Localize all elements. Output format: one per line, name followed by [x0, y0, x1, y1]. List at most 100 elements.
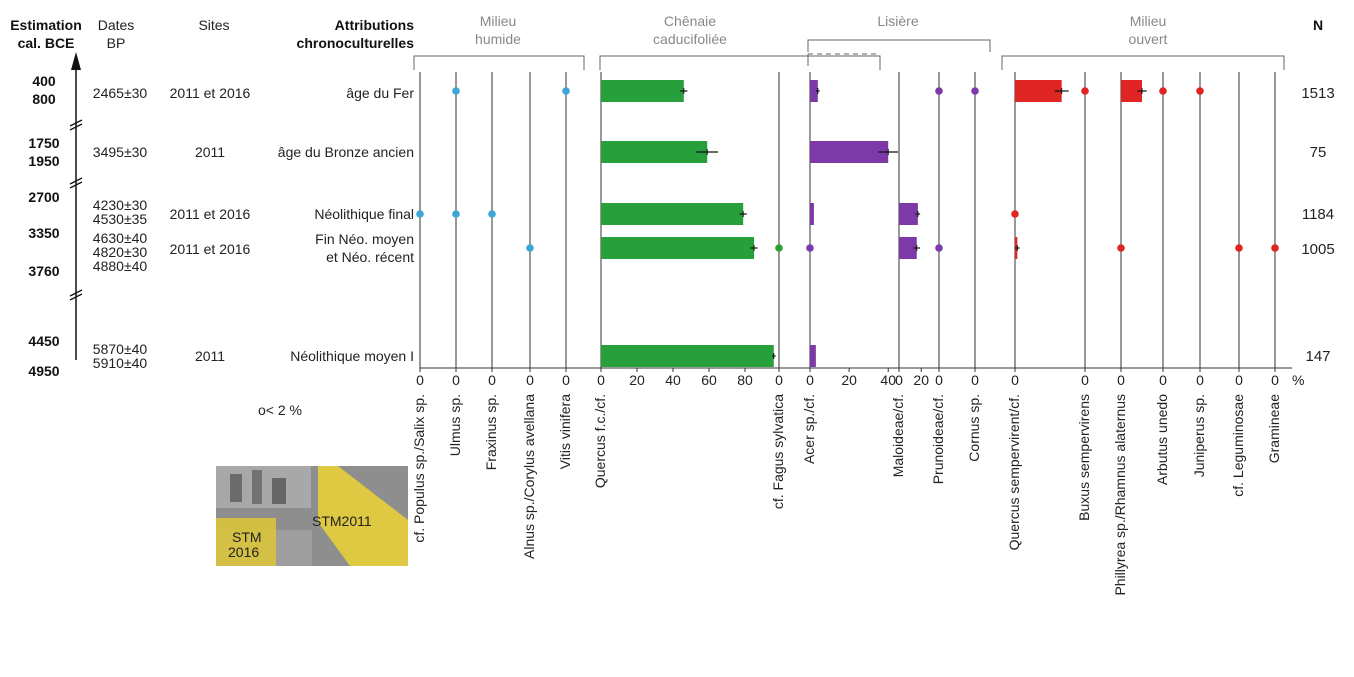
data-point: [935, 244, 943, 252]
photo-label-2011: STM2011: [312, 513, 372, 529]
tick-label: 20: [841, 372, 857, 388]
group-chenaie-line-2: caducifoliée: [653, 31, 727, 47]
tick-label: 40: [665, 372, 681, 388]
data-point: [526, 244, 534, 252]
taxon-label: Acer sp./cf.: [801, 394, 817, 464]
header-estimation-2: cal. BCE: [18, 35, 75, 51]
group-chenaie-line-1: Chênaie: [664, 13, 716, 29]
data-bar: [601, 345, 774, 367]
photo-wall: [230, 474, 242, 502]
row-n: 147: [1305, 348, 1330, 365]
taxon-label: Quercus f.c./cf.: [592, 394, 608, 488]
taxon-label: Quercus sempervirent/cf.: [1006, 394, 1022, 550]
data-point: [562, 87, 570, 95]
age-4950: 4950: [28, 363, 59, 379]
data-point: [971, 87, 979, 95]
data-bar: [899, 237, 917, 259]
header-estimation-1: Estimation: [10, 17, 82, 33]
header-attributions-2: chronoculturelles: [297, 35, 415, 51]
header-sites: Sites: [198, 17, 229, 33]
bracket-chenaie: [599, 55, 881, 70]
axis-break-3: [69, 289, 83, 301]
axis-break-2: [69, 177, 83, 189]
photo-zone-2016: [216, 518, 276, 566]
data-bar: [810, 80, 818, 102]
taxon-label: Buxus sempervirens: [1076, 394, 1092, 521]
taxon-label: Juniperus sp.: [1191, 394, 1207, 477]
taxon-label: Prunoideae/cf.: [930, 394, 946, 484]
taxon-label: Ulmus sp.: [447, 394, 463, 456]
photo-wall: [272, 478, 286, 504]
age-400: 400: [32, 73, 56, 89]
data-bar: [601, 203, 744, 225]
data-bar: [601, 237, 754, 259]
tick-label: 40: [880, 372, 896, 388]
age-2700: 2700: [28, 189, 59, 205]
tick-label: 0: [562, 372, 570, 388]
row-dates: 4230±30: [93, 197, 148, 213]
row-dates: 4880±40: [93, 258, 148, 274]
age-1750: 1750: [28, 135, 59, 151]
data-point: [1117, 244, 1125, 252]
data-point: [1235, 244, 1243, 252]
data-point: [452, 87, 460, 95]
time-axis: 400 800 1750 1950 2700 3350 3760 4450 49…: [28, 52, 83, 379]
taxon-label: Cornus sp.: [966, 394, 982, 462]
photo-zone-2011: [318, 466, 408, 566]
tick-label: 0: [1271, 372, 1279, 388]
tick-label: 0: [597, 372, 605, 388]
data-point: [806, 244, 814, 252]
bracket-ouvert: [1001, 55, 1285, 70]
row-attribution: et Néo. récent: [326, 249, 414, 265]
data-point: [775, 244, 783, 252]
chart-marks: 0 cf. Populus sp./Salix sp. 0 Ulmus sp. 0 Fra…: [411, 72, 1304, 596]
bracket-humide: [413, 55, 585, 70]
row-dates: 2465±30: [93, 85, 148, 101]
group-headers: Milieu humide Chênaie caducifoliée Lisiè…: [413, 13, 1285, 70]
site-photo: STM2011 STM 2016: [216, 466, 408, 566]
photo-label-2016-b: 2016: [228, 544, 259, 560]
row-sites: 2011: [195, 144, 225, 160]
age-3760: 3760: [28, 263, 59, 279]
bracket-lisiere: [807, 39, 991, 52]
row-dates: 4820±30: [93, 244, 148, 260]
taxon-label: Gramineae: [1266, 394, 1282, 463]
tick-label: 0: [488, 372, 496, 388]
taxon-label: Arbutus unedo: [1154, 394, 1170, 485]
unit-label: %: [1292, 372, 1304, 388]
row-n: 1184: [1302, 206, 1334, 223]
column-headers: Estimation cal. BCE Dates BP Sites Attri…: [10, 17, 1323, 51]
tick-label: 0: [775, 372, 783, 388]
taxon-label: Vitis vinifera: [557, 394, 573, 469]
tick-label: 0: [452, 372, 460, 388]
row-attribution: Néolithique final: [314, 206, 414, 222]
data-point: [935, 87, 943, 95]
header-dates-1: Dates: [98, 17, 135, 33]
row-dates: 4530±35: [93, 211, 148, 227]
data-bar: [810, 203, 814, 225]
header-dates-2: BP: [107, 35, 126, 51]
photo-label-2016-a: STM: [232, 529, 262, 545]
axis-break-1: [69, 119, 83, 131]
data-point: [1196, 87, 1204, 95]
row-sites: 2011 et 2016: [170, 206, 251, 222]
data-bar: [1121, 80, 1142, 102]
data-bar: [1015, 80, 1062, 102]
data-point: [488, 210, 496, 218]
tick-label: 0: [1011, 372, 1019, 388]
data-point: [1011, 210, 1019, 218]
age-3350: 3350: [28, 225, 59, 241]
data-bar: [601, 141, 708, 163]
tick-label: 0: [971, 372, 979, 388]
age-4450: 4450: [28, 333, 59, 349]
tick-label: 0: [1235, 372, 1243, 388]
data-bar: [601, 80, 684, 102]
taxon-label: cf. Fagus sylvatica: [770, 394, 786, 509]
tick-label: 0: [895, 372, 903, 388]
tick-label: 0: [1081, 372, 1089, 388]
row-n: 1005: [1301, 241, 1334, 258]
data-point: [452, 210, 460, 218]
group-humide-line-1: Milieu: [480, 13, 517, 29]
